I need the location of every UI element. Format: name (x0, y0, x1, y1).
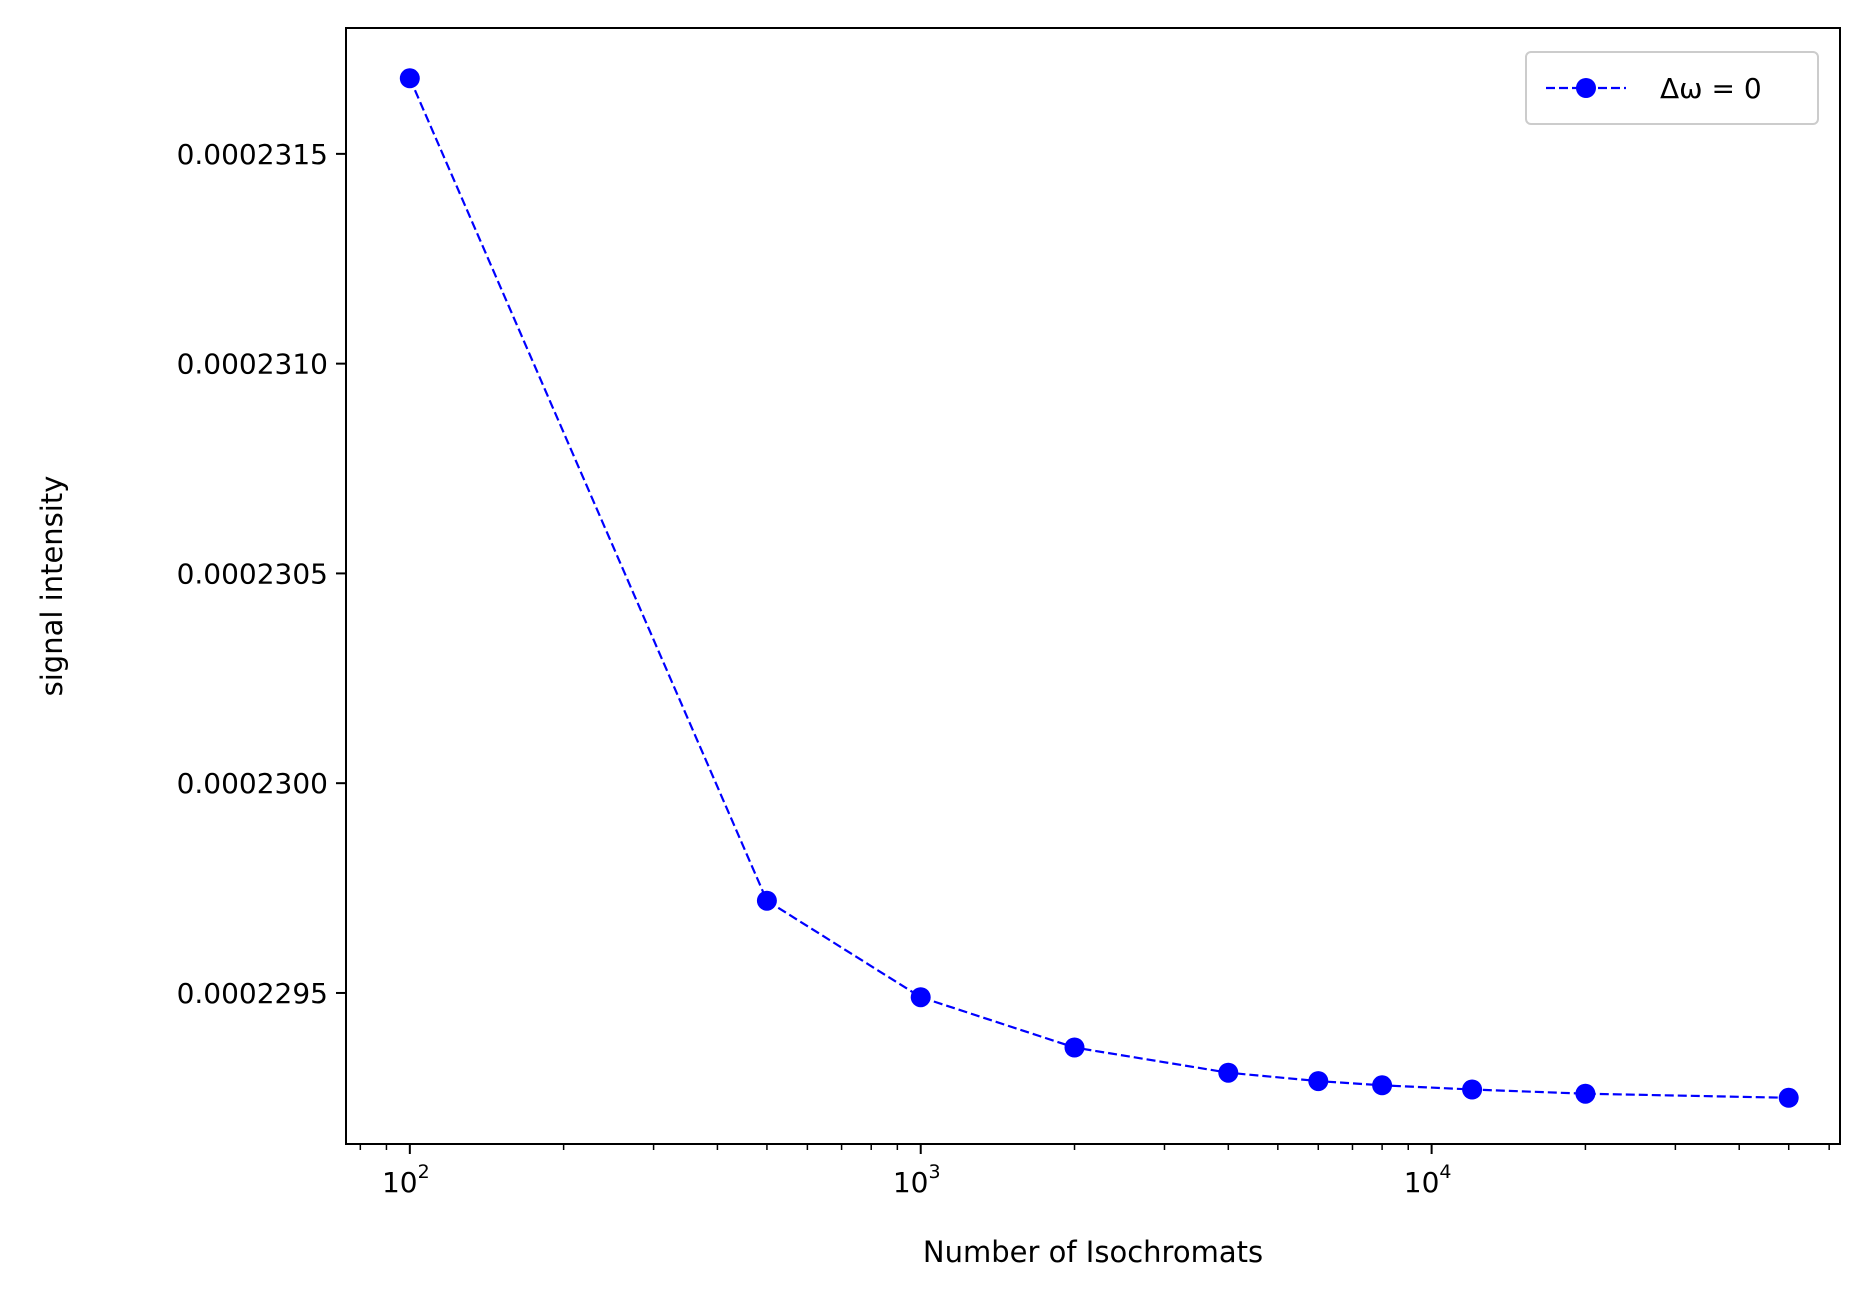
data-point (756, 890, 777, 911)
legend-marker-swatch (1576, 78, 1596, 98)
data-point (910, 987, 931, 1008)
y-tick-label: 0.0002295 (177, 977, 328, 1010)
series-line-0 (408, 77, 1789, 1099)
data-point (1218, 1062, 1239, 1083)
y-axis-title: signal intensity (35, 476, 69, 697)
data-point (1778, 1087, 1799, 1108)
legend: Δω = 0 (1525, 51, 1819, 125)
y-tick-label: 0.0002305 (177, 557, 328, 590)
series-layer (399, 68, 1799, 1108)
legend-label-series-0: Δω = 0 (1660, 72, 1762, 105)
data-point (399, 68, 420, 89)
data-point (1064, 1037, 1085, 1058)
data-point (1372, 1075, 1393, 1096)
plot-frame (345, 27, 1841, 1145)
y-tick-label: 0.0002315 (177, 138, 328, 171)
legend-frame (1525, 51, 1819, 125)
y-tick-label: 0.0002310 (177, 348, 328, 381)
x-axis-title: Number of Isochromats (923, 1235, 1263, 1269)
data-point (1308, 1071, 1329, 1092)
data-point (1575, 1083, 1596, 1104)
data-point (1462, 1079, 1483, 1100)
y-tick-label: 0.0002300 (177, 767, 328, 800)
ticks-layer: 0.0002295 0.0002300 0.0002305 0.0002310 0.00… (177, 138, 1830, 1199)
